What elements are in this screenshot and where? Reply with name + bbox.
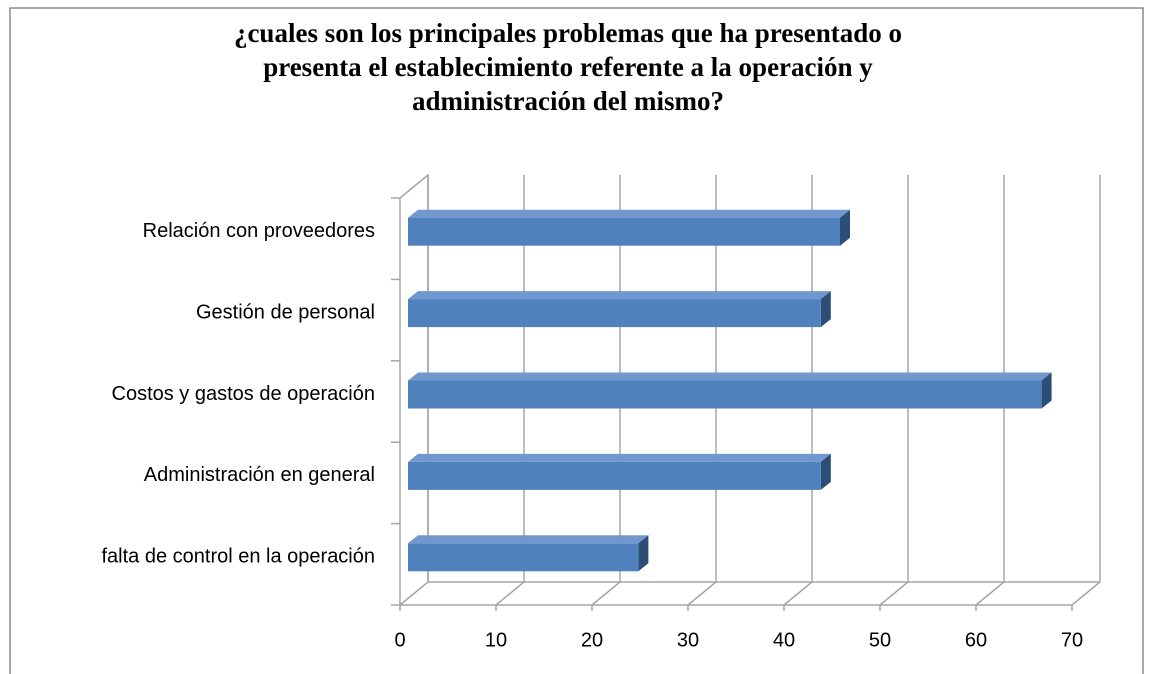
x-tick-label: 40 [773, 629, 795, 651]
x-tick-label: 70 [1061, 629, 1083, 651]
bar [408, 461, 821, 490]
x-tick-label: 10 [485, 629, 507, 651]
chart-title: presenta el establecimiento referente a … [263, 52, 873, 82]
bar-side [820, 291, 831, 328]
bar [408, 217, 840, 246]
x-tick-label: 20 [581, 629, 603, 651]
bar-top [408, 291, 831, 300]
bar-top [408, 372, 1052, 381]
bar [408, 380, 1042, 409]
bar-top [408, 535, 649, 544]
bar-side [840, 209, 850, 246]
grid-line [975, 175, 1005, 606]
x-tick-label: 60 [965, 629, 987, 651]
grid-line [879, 175, 909, 606]
bar-side [820, 453, 831, 490]
bar-side [1041, 372, 1052, 409]
bar-top [408, 209, 850, 218]
bar [408, 299, 821, 328]
chart-title: ¿cuales son los principales problemas qu… [234, 18, 902, 48]
y-tick-label: Relación con proveedores [143, 220, 375, 242]
chart-title: administración del mismo? [412, 86, 724, 116]
y-tick-label: Costos y gastos de operación [112, 383, 376, 405]
bar-top [408, 453, 831, 462]
chart-border [9, 7, 1144, 674]
bar [408, 543, 639, 572]
y-tick-label: Administración en general [144, 464, 375, 486]
y-tick-label: falta de control en la operación [101, 546, 375, 568]
grid-line [1071, 175, 1101, 606]
y-tick-label: Gestión de personal [196, 301, 375, 323]
x-tick-label: 50 [869, 629, 891, 651]
bar-side [638, 535, 649, 572]
x-tick-label: 30 [677, 629, 699, 651]
x-tick-label: 0 [394, 629, 405, 651]
